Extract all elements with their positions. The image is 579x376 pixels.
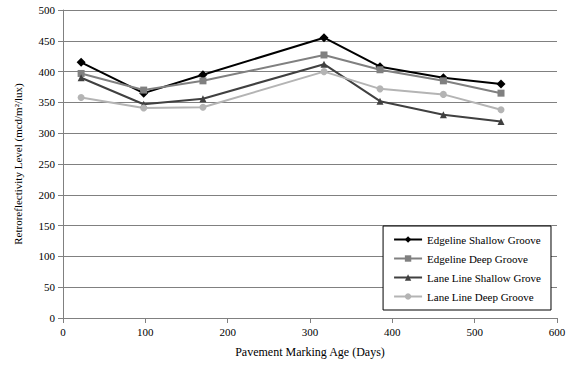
svg-text:350: 350 <box>39 96 56 108</box>
svg-text:Lane Line Shallow Grove: Lane Line Shallow Grove <box>427 272 541 284</box>
svg-text:Edgeline Deep Groove: Edgeline Deep Groove <box>427 253 528 265</box>
svg-text:200: 200 <box>219 326 236 338</box>
svg-text:0: 0 <box>50 312 56 324</box>
svg-text:400: 400 <box>39 66 56 78</box>
svg-text:400: 400 <box>384 326 401 338</box>
svg-text:Lane Line Deep Groove: Lane Line Deep Groove <box>427 291 534 303</box>
svg-text:150: 150 <box>39 220 56 232</box>
svg-text:250: 250 <box>39 158 56 170</box>
svg-text:500: 500 <box>39 4 56 16</box>
svg-text:300: 300 <box>39 127 56 139</box>
svg-text:600: 600 <box>549 326 566 338</box>
svg-text:Retroreflectivity Level (mcd/m: Retroreflectivity Level (mcd/m²/lux) <box>12 83 25 245</box>
svg-text:500: 500 <box>466 326 483 338</box>
svg-text:450: 450 <box>39 35 56 47</box>
svg-text:Pavement Marking Age (Days): Pavement Marking Age (Days) <box>235 345 385 359</box>
svg-text:50: 50 <box>44 281 56 293</box>
svg-text:200: 200 <box>39 189 56 201</box>
svg-text:100: 100 <box>39 250 56 262</box>
svg-text:Edgeline Shallow Groove: Edgeline Shallow Groove <box>427 234 541 246</box>
svg-text:300: 300 <box>302 326 319 338</box>
svg-text:0: 0 <box>60 326 66 338</box>
svg-text:100: 100 <box>137 326 154 338</box>
